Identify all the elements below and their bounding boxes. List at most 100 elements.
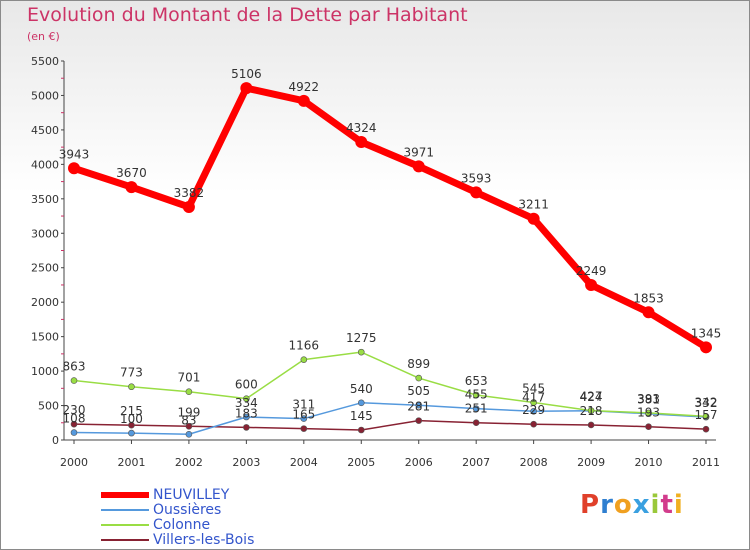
- data-label-oussi-res: 100: [120, 412, 143, 426]
- legend-swatch-oussieres: [101, 509, 149, 511]
- legend-label-oussieres: Oussières: [153, 502, 222, 518]
- x-tick-label: 2006: [405, 456, 433, 469]
- data-point-colonne: [185, 388, 193, 395]
- x-tick-label: 2005: [347, 456, 375, 469]
- data-labels: 3943 3670 3382 5106 4922 4324 3971 3593 3211 2249…: [59, 67, 722, 427]
- logo-letter: r: [600, 490, 614, 520]
- data-point-villers-les-bois: [415, 417, 423, 424]
- data-label-oussi-res: 334: [235, 396, 258, 410]
- logo-letter: P: [580, 490, 601, 520]
- data-point-oussi-res: [300, 415, 308, 422]
- data-point-colonne: [70, 377, 78, 384]
- legend-label-colonne: Colonne: [153, 517, 211, 533]
- chart-subtitle: (en €): [27, 30, 60, 43]
- legend-item-neuvilley: NEUVILLEY: [101, 487, 229, 503]
- legend-item-villers-les-bois: Villers-les-Bois: [101, 532, 254, 548]
- data-label-villers-les-bois: 230: [63, 403, 86, 417]
- data-point-villers-les-bois: [185, 422, 193, 430]
- data-point-villers-les-bois: [645, 423, 652, 431]
- data-point-neuvilley: [355, 136, 368, 149]
- x-tick-label: 2010: [635, 456, 663, 469]
- data-label-neuvilley: 3593: [461, 171, 492, 185]
- data-label-oussi-res: 424: [580, 390, 603, 404]
- data-point-neuvilley: [527, 212, 540, 225]
- data-point-oussi-res: [128, 429, 135, 437]
- data-point-neuvilley: [297, 94, 310, 107]
- data-label-oussi-res: 455: [465, 388, 488, 402]
- data-point-villers-les-bois: [702, 425, 710, 433]
- data-point-villers-les-bois: [300, 425, 308, 432]
- data-point-villers-les-bois: [128, 421, 135, 429]
- data-label-villers-les-bois: 183: [235, 406, 258, 420]
- data-point-neuvilley: [68, 162, 80, 175]
- legend-label-villers-les-bois: Villers-les-Bois: [153, 532, 255, 548]
- x-tick-label: 2004: [290, 456, 318, 469]
- data-label-colonne: 899: [407, 357, 430, 371]
- x-tick-label: 2009: [577, 456, 605, 469]
- data-label-oussi-res: 381: [637, 393, 660, 407]
- data-label-colonne: 863: [63, 360, 86, 374]
- data-point-neuvilley: [412, 160, 425, 173]
- legend-item-colonne: Colonne: [101, 517, 210, 533]
- x-tick-label: 2000: [60, 456, 88, 469]
- data-label-villers-les-bois: 145: [350, 409, 373, 423]
- series-line-colonne: [73, 351, 707, 418]
- data-label-colonne: 653: [465, 374, 488, 388]
- data-label-neuvilley: 1345: [691, 326, 722, 340]
- logo-letter: o: [613, 490, 633, 520]
- data-label-oussi-res: 417: [522, 390, 545, 404]
- data-label-colonne: 701: [177, 371, 200, 385]
- data-point-colonne: [243, 395, 250, 402]
- data-label-neuvilley: 3971: [403, 145, 434, 159]
- y-tick-label: 3000: [31, 227, 59, 240]
- y-tick-label: 2000: [31, 296, 59, 309]
- y-tick-label: 4000: [31, 158, 59, 171]
- data-point-oussi-res: [472, 405, 480, 412]
- data-point-colonne: [128, 383, 135, 391]
- data-label-neuvilley: 3943: [59, 147, 90, 161]
- data-label-neuvilley: 2249: [576, 264, 607, 278]
- data-label-neuvilley: 4324: [346, 121, 377, 135]
- data-point-villers-les-bois: [357, 426, 365, 434]
- y-tick-label: 5500: [31, 55, 59, 68]
- data-point-colonne: [472, 391, 480, 399]
- data-label-neuvilley: 3670: [116, 166, 147, 180]
- data-label-oussi-res: 332: [695, 396, 718, 410]
- data-label-villers-les-bois: 193: [637, 406, 660, 420]
- data-point-villers-les-bois: [70, 420, 78, 428]
- data-point-oussi-res: [415, 401, 423, 409]
- data-label-colonne: 427: [580, 390, 603, 404]
- x-tick-label: 2003: [232, 456, 260, 469]
- data-point-colonne: [587, 407, 595, 414]
- y-tick-label: 3500: [31, 193, 59, 206]
- data-point-colonne: [645, 409, 652, 417]
- data-point-neuvilley: [125, 181, 138, 194]
- y-tick-label: 1500: [31, 331, 59, 344]
- data-point-neuvilley: [642, 306, 655, 319]
- data-label-villers-les-bois: 215: [120, 404, 143, 418]
- x-tick-label: 2008: [520, 456, 548, 469]
- y-tick-label: 500: [38, 400, 59, 413]
- data-point-oussi-res: [357, 399, 365, 407]
- x-tick-label: 2001: [117, 456, 145, 469]
- series-line-villers-les-bois: [73, 419, 707, 431]
- data-label-colonne: 393: [637, 392, 660, 406]
- data-label-oussi-res: 311: [292, 398, 315, 412]
- y-tick-label: 5000: [31, 89, 59, 102]
- data-label-villers-les-bois: 281: [407, 400, 430, 414]
- series-lines: [68, 82, 712, 438]
- data-point-oussi-res: [530, 407, 537, 415]
- data-label-colonne: 773: [120, 366, 143, 380]
- data-point-colonne: [300, 356, 308, 363]
- data-label-villers-les-bois: 251: [465, 402, 488, 416]
- logo-letter: t: [660, 490, 674, 520]
- axes: 0 500 1000 1500 2000 2500 3000 3500 4000 4500 5000…: [31, 55, 720, 469]
- data-label-oussi-res: 108: [63, 412, 86, 426]
- y-tick-label: 1000: [31, 365, 59, 378]
- data-point-neuvilley: [182, 200, 195, 213]
- data-label-neuvilley: 1853: [633, 291, 664, 305]
- legend-swatch-colonne: [101, 524, 149, 526]
- data-label-colonne: 545: [522, 381, 545, 395]
- data-label-neuvilley: 3382: [174, 186, 205, 200]
